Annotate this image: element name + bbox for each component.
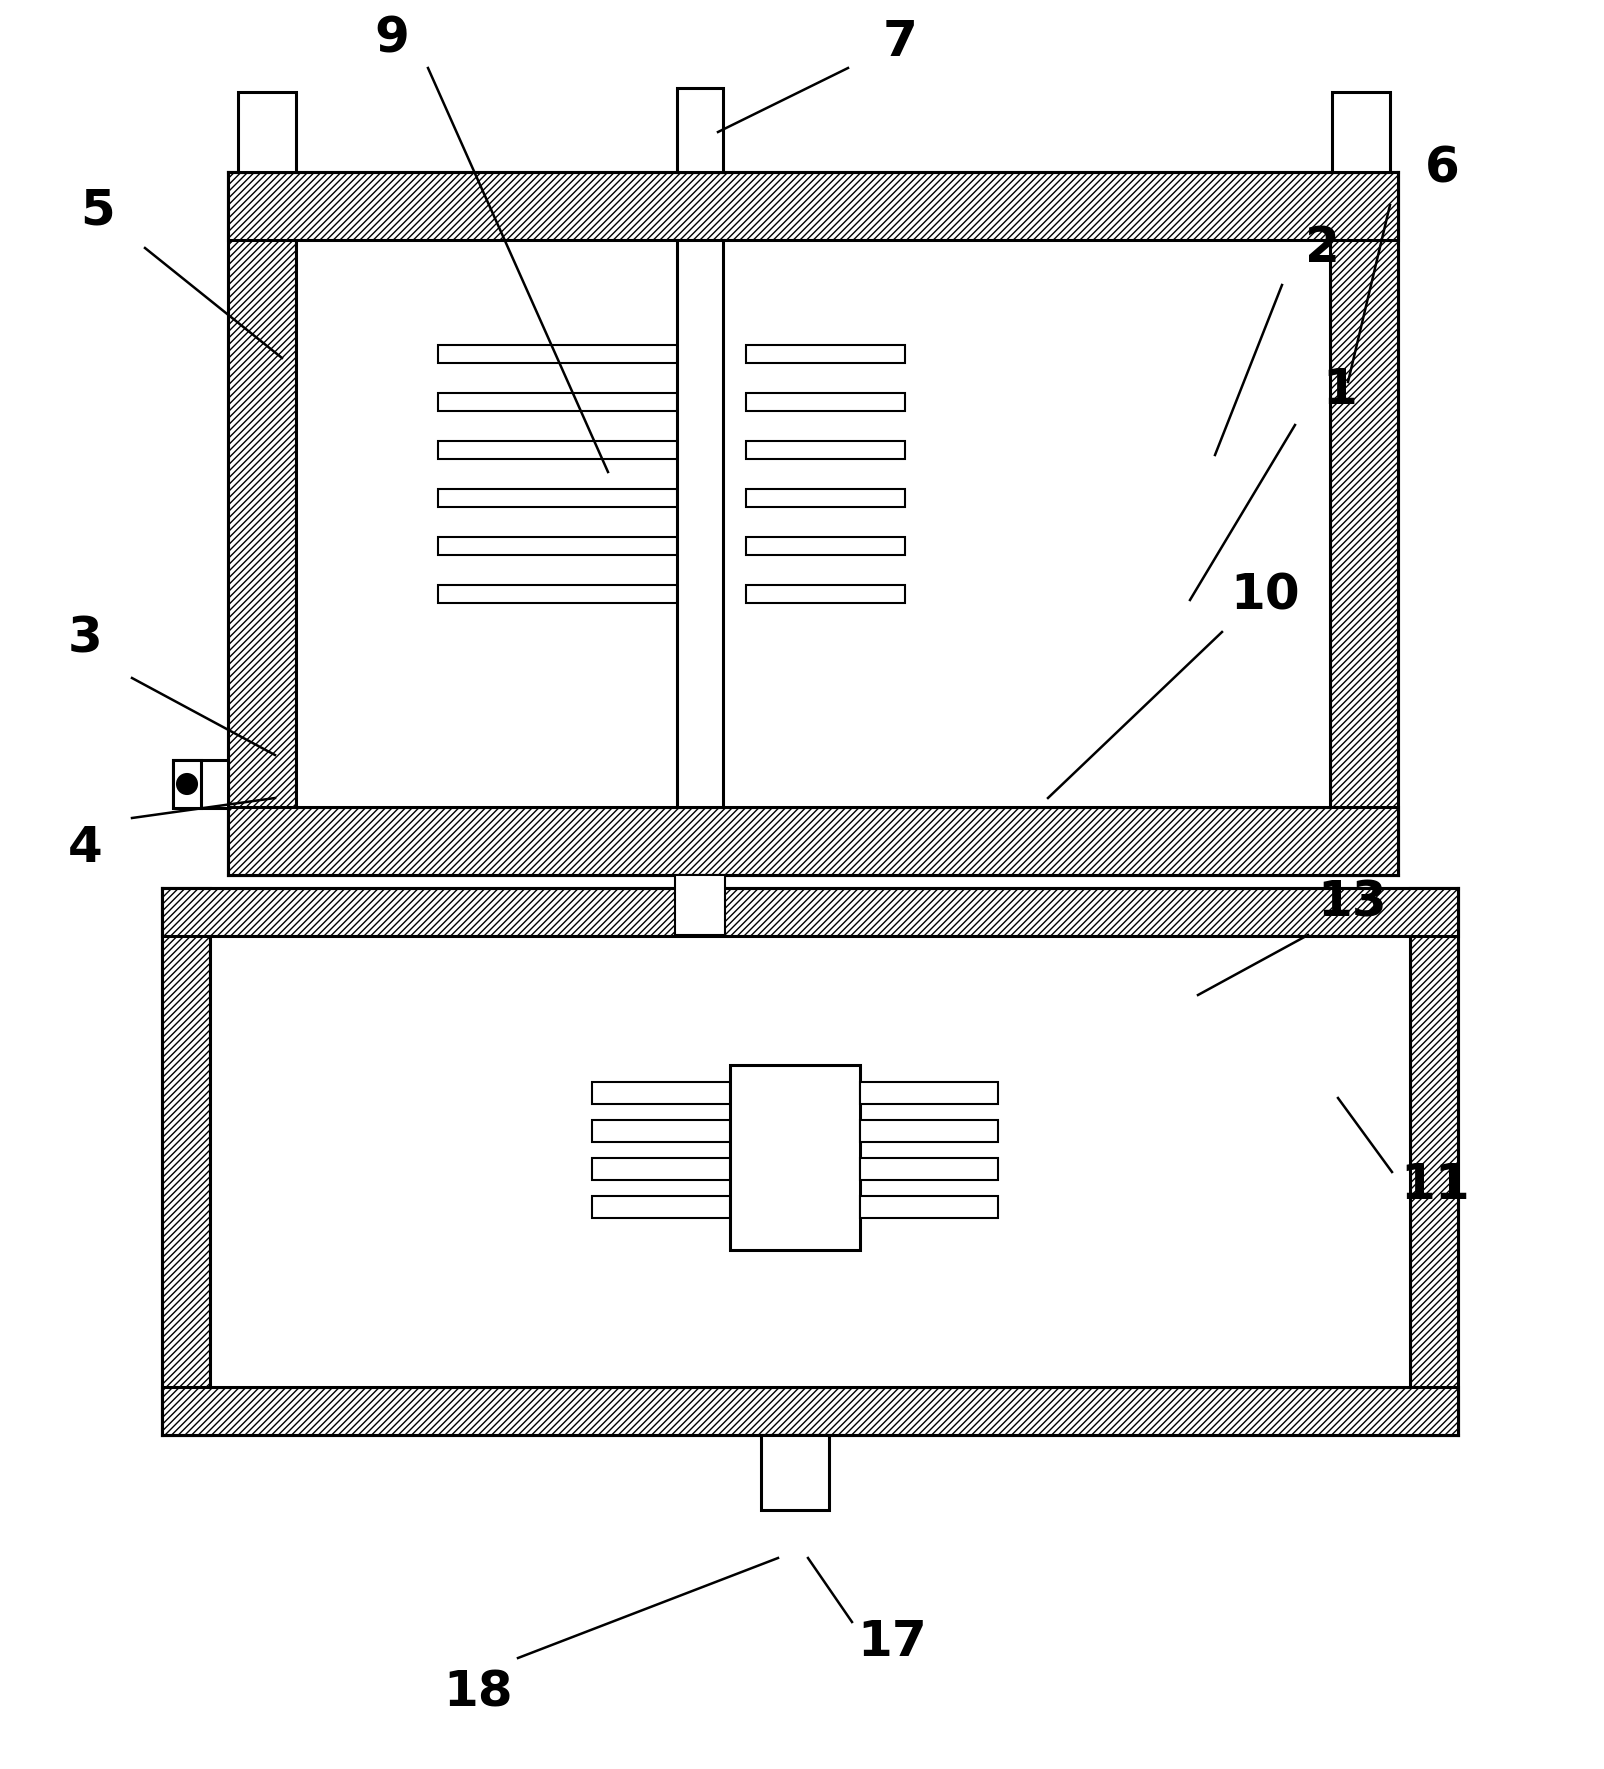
Bar bbox=[162, 1387, 1458, 1435]
Text: 7: 7 bbox=[882, 18, 917, 65]
Bar bbox=[438, 393, 677, 410]
Bar bbox=[592, 1196, 730, 1219]
Bar bbox=[677, 88, 723, 172]
Bar bbox=[1331, 92, 1391, 172]
Bar bbox=[173, 761, 228, 808]
Bar bbox=[237, 92, 297, 172]
Text: 18: 18 bbox=[443, 1668, 513, 1716]
Text: 3: 3 bbox=[67, 614, 103, 662]
Text: 13: 13 bbox=[1317, 877, 1387, 925]
Bar bbox=[860, 1120, 998, 1143]
Bar bbox=[228, 172, 1399, 241]
Bar bbox=[438, 440, 677, 458]
Bar bbox=[592, 1159, 730, 1180]
Bar bbox=[228, 172, 297, 876]
Bar bbox=[438, 488, 677, 508]
Text: 10: 10 bbox=[1230, 571, 1299, 619]
Bar bbox=[746, 586, 905, 603]
Bar bbox=[162, 888, 210, 1435]
Bar bbox=[438, 538, 677, 555]
Text: 4: 4 bbox=[67, 824, 103, 872]
Bar bbox=[210, 936, 1410, 1387]
Bar bbox=[860, 1196, 998, 1219]
Bar bbox=[438, 586, 677, 603]
Bar bbox=[1330, 172, 1399, 876]
Circle shape bbox=[176, 775, 197, 794]
Bar bbox=[592, 1083, 730, 1104]
Bar bbox=[746, 393, 905, 410]
Bar bbox=[760, 1435, 829, 1511]
Text: 5: 5 bbox=[80, 186, 115, 234]
Bar bbox=[746, 488, 905, 508]
Bar bbox=[1410, 888, 1458, 1435]
Bar bbox=[438, 345, 677, 363]
Bar bbox=[592, 1120, 730, 1143]
Bar bbox=[860, 1159, 998, 1180]
Bar bbox=[228, 807, 1399, 876]
Bar bbox=[675, 876, 725, 936]
Bar bbox=[746, 538, 905, 555]
Bar bbox=[746, 345, 905, 363]
Bar bbox=[860, 1083, 998, 1104]
Bar bbox=[297, 241, 1330, 807]
Bar bbox=[746, 440, 905, 458]
Text: 1: 1 bbox=[1323, 366, 1357, 414]
Bar bbox=[162, 888, 1458, 936]
Text: 9: 9 bbox=[375, 14, 409, 62]
Text: 2: 2 bbox=[1304, 225, 1339, 272]
Text: 11: 11 bbox=[1400, 1160, 1469, 1208]
Text: 17: 17 bbox=[857, 1619, 927, 1666]
Bar bbox=[173, 761, 200, 808]
Bar bbox=[730, 1065, 860, 1251]
Text: 6: 6 bbox=[1424, 143, 1460, 193]
